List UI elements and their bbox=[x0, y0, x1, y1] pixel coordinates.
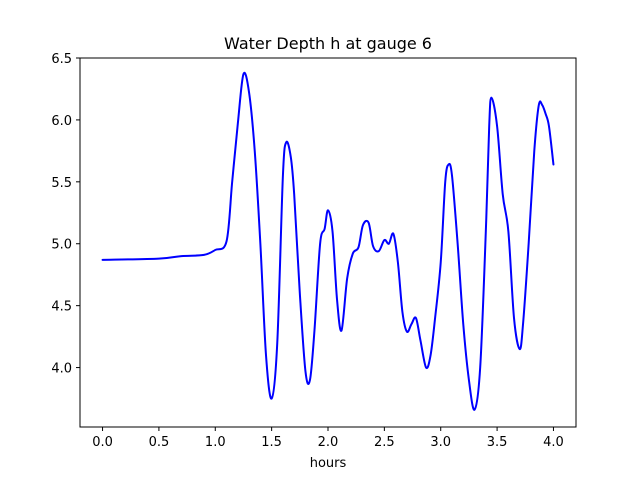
y-tick-label: 6.0 bbox=[51, 114, 72, 129]
x-tick-label: 3.0 bbox=[430, 435, 451, 450]
y-tick-label: 4.0 bbox=[51, 362, 72, 377]
x-tick-label: 0.0 bbox=[92, 435, 113, 450]
plot-frame bbox=[79, 57, 577, 428]
y-tick-label: 5.5 bbox=[51, 176, 72, 191]
y-tick-label: 4.5 bbox=[51, 300, 72, 315]
x-axis-label: hours bbox=[310, 456, 347, 471]
plot-area bbox=[101, 71, 555, 411]
x-tick-label: 2.0 bbox=[318, 435, 339, 450]
x-tick-label: 0.5 bbox=[149, 435, 170, 450]
series-line-0 bbox=[101, 71, 555, 411]
x-tick-label: 2.5 bbox=[374, 435, 395, 450]
x-tick-label: 4.0 bbox=[543, 435, 564, 450]
x-axis-ticks: 0.0 0.5 1.0 1.5 2.0 2.5 3.0 3.5 4.0 bbox=[92, 427, 564, 450]
chart-title: Water Depth h at gauge 6 bbox=[224, 34, 432, 53]
x-tick-label: 1.0 bbox=[205, 435, 226, 450]
x-tick-label: 3.5 bbox=[487, 435, 508, 450]
y-tick-label: 6.5 bbox=[51, 52, 72, 67]
y-tick-label: 5.0 bbox=[51, 238, 72, 253]
x-tick-label: 1.5 bbox=[261, 435, 282, 450]
y-axis-ticks: 4.0 4.5 5.0 5.5 6.0 6.5 bbox=[51, 52, 80, 377]
